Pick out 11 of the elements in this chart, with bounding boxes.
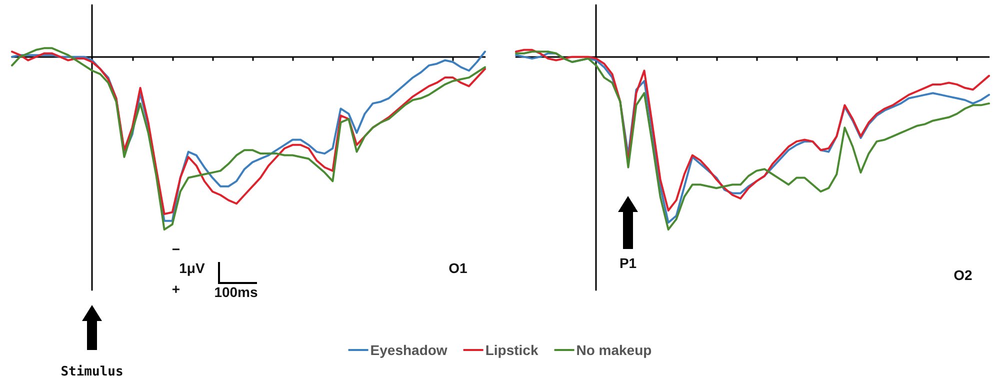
text: − bbox=[172, 241, 180, 257]
legend-label: No makeup bbox=[576, 342, 652, 358]
text: O2 bbox=[954, 267, 972, 283]
text: + bbox=[172, 281, 180, 297]
text: P1 bbox=[619, 255, 637, 271]
text: O1 bbox=[448, 260, 468, 276]
legend-label: Eyeshadow bbox=[370, 342, 448, 358]
legend-label: Lipstick bbox=[485, 342, 538, 358]
text: 1μV bbox=[179, 260, 205, 276]
text: Stimulus bbox=[60, 364, 124, 380]
text: 100ms bbox=[214, 284, 258, 300]
